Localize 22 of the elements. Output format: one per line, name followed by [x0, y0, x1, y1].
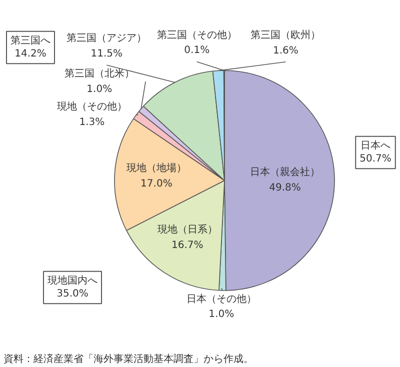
slice-label: 日本（親会社）: [250, 166, 320, 178]
text: 日本へ 50.7%: [360, 139, 392, 165]
slice-label: 現地（日系）: [157, 224, 218, 236]
slice-label: 第三国（アジア）: [66, 32, 147, 44]
data-label: 49.8%: [269, 182, 301, 194]
data-label: 17.0%: [140, 178, 172, 190]
data-label: 1.3%: [79, 116, 105, 128]
data-label: 1.0%: [208, 309, 234, 320]
slice-label: 現地（その他）: [56, 100, 127, 112]
slice-label: 第三国（欧州）: [250, 29, 321, 42]
data-label: 1.6%: [272, 45, 298, 56]
data-label: 0.1%: [184, 45, 210, 56]
text: 現地国内へ 35.0%: [48, 274, 98, 300]
data-label: 1.0%: [86, 84, 112, 95]
slice-label: 第三国（北米）: [64, 67, 134, 80]
data-label: 16.7%: [172, 240, 204, 251]
slice-label: 日本（その他）: [186, 292, 256, 305]
text: 第三国へ 14.2%: [10, 34, 50, 60]
text: 資料：経済産業省「海外事業活動基本調査」から作成。: [4, 353, 254, 365]
data-label: 11.5%: [90, 48, 123, 60]
slice-label: 第三国（その他）: [156, 28, 237, 41]
slice-label: 現地（地場）: [126, 162, 186, 174]
